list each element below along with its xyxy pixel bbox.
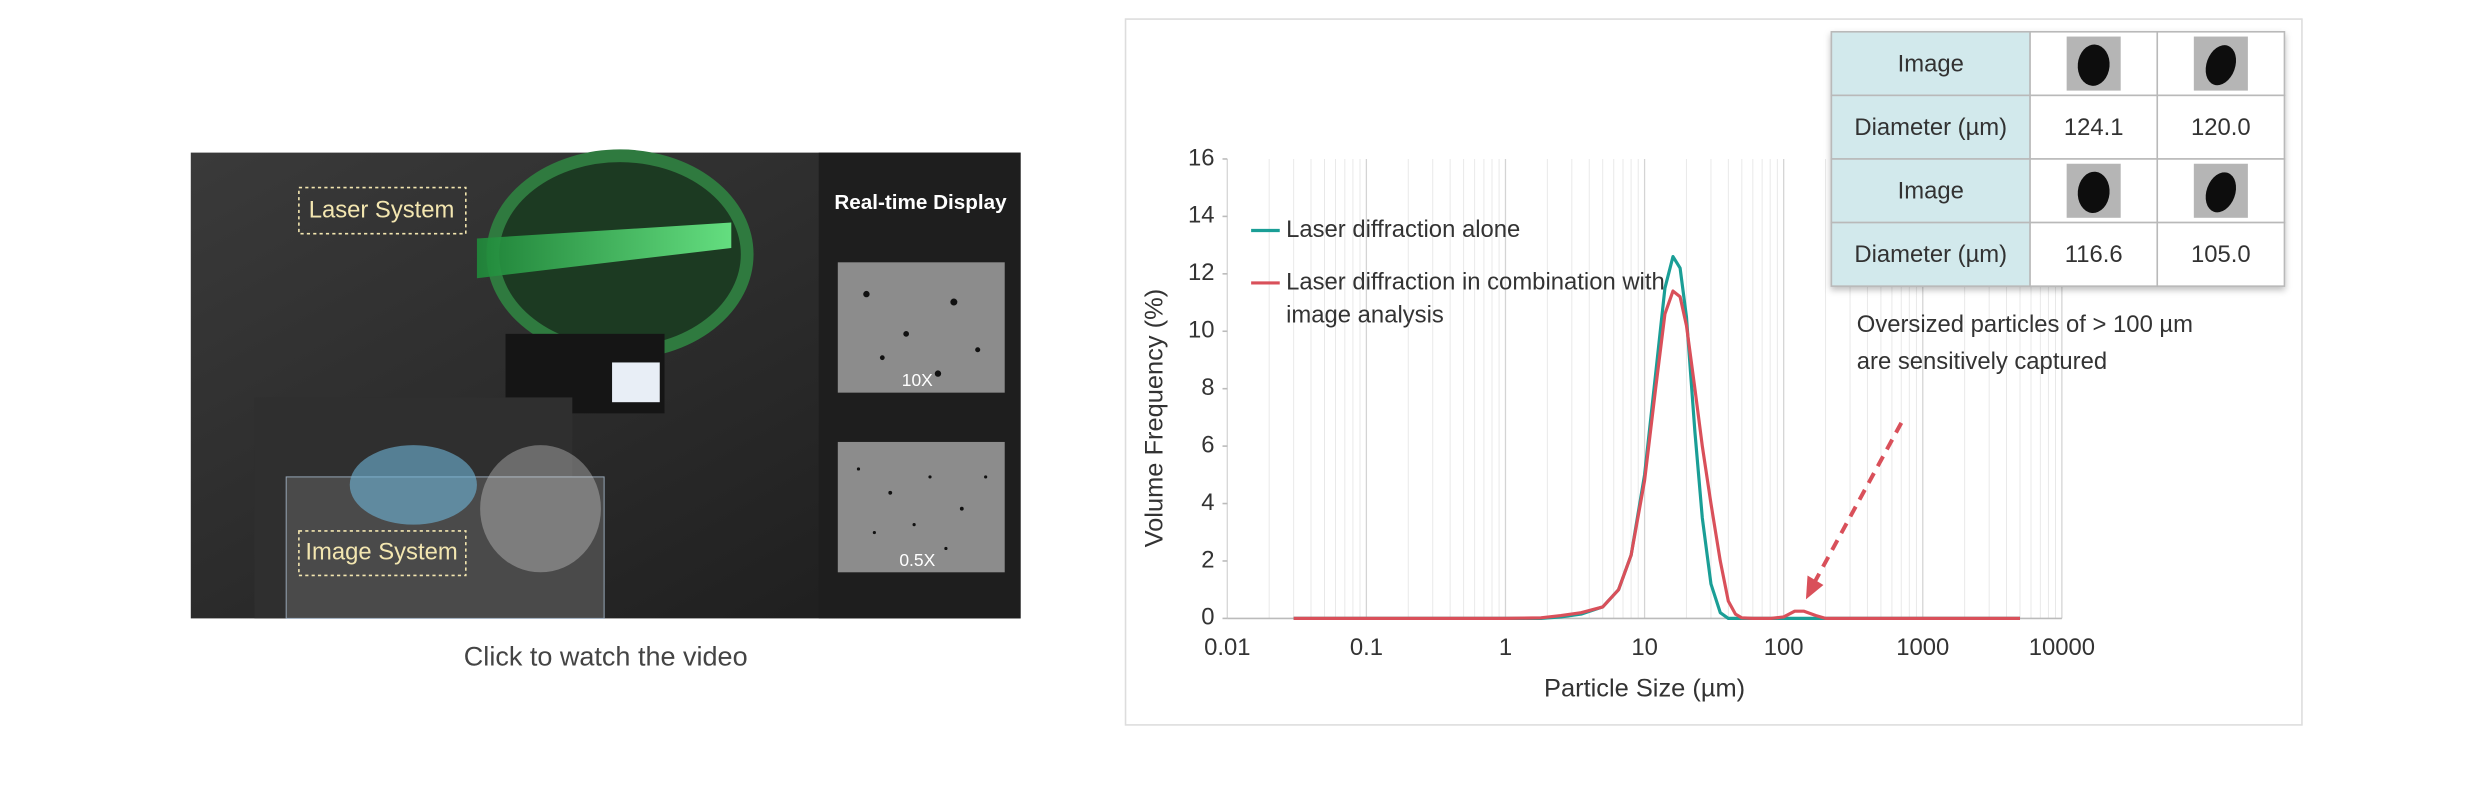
y-tick-label: 10 [1188, 317, 1215, 344]
table-cell [2156, 221, 2286, 287]
arrow-head [1805, 575, 1824, 600]
x-axis-title: Particle Size (µm) [1544, 675, 1745, 703]
legend-label: Laser diffraction in combination with im… [1286, 268, 1665, 330]
screen-part [612, 362, 660, 403]
particle [2077, 44, 2110, 86]
video-label: Image System [305, 539, 457, 566]
y-tick-label: 12 [1188, 259, 1215, 286]
label-box [298, 186, 467, 235]
table-text: 120.0 [2191, 114, 2251, 141]
table-text: 105.0 [2191, 241, 2251, 268]
table-cell [1830, 30, 2031, 97]
y-tick-label: 16 [1188, 144, 1215, 171]
legend-label: Laser diffraction alone [1286, 216, 1521, 244]
x-tick-label: 100 [1764, 634, 1804, 661]
table-cell [2029, 221, 2159, 287]
inset-table: Image Diameter (µm) 124.1 120.0 Image Diamete… [1830, 30, 2286, 287]
plot: 0.01 0.1 1 10 100 1000 10000 0 2 4 6 8 10 12 14 16 Parti… [1140, 144, 2193, 702]
y-tick-label: 4 [1201, 489, 1214, 516]
annotation: Oversized particles of > 100 µm [1857, 311, 2193, 338]
camera-lens [480, 445, 601, 573]
legend-entry: Laser diffraction alone [1286, 216, 1521, 244]
x-tick-label: 0.1 [1350, 634, 1383, 661]
particle [2205, 172, 2237, 213]
video-thumbnail[interactable]: Laser System Image System Real-time Disp… [190, 149, 1021, 619]
table-cell [2029, 94, 2159, 160]
x-tick-label: 10 [1631, 634, 1658, 661]
y-tick-label: 8 [1201, 374, 1214, 401]
magnification: 10X [902, 370, 933, 390]
particles [856, 290, 988, 551]
y-tick-label: 6 [1201, 431, 1214, 458]
table-text: Diameter (µm) [1854, 241, 2007, 268]
series-line [1293, 289, 2021, 620]
annotation: are sensitively captured [1857, 348, 2107, 375]
x-tick-label: 0.01 [1204, 634, 1250, 661]
particle [2077, 171, 2110, 213]
video-caption[interactable]: Click to watch the video [464, 641, 748, 671]
display-title: Real-time Display [834, 191, 1007, 214]
camera-lens [349, 445, 477, 525]
table-text: 124.1 [2064, 114, 2124, 141]
table-cell [2156, 94, 2286, 160]
y-tick-label: 14 [1188, 202, 1215, 229]
x-tick-label: 1000 [1896, 634, 1949, 661]
particle [2205, 45, 2237, 86]
y-axis-title: Volume Frequency (%) [1140, 289, 1168, 548]
x-tick-label: 10000 [2029, 634, 2095, 661]
x-tick-label: 1 [1499, 634, 1512, 661]
magnification: 0.5X [899, 550, 935, 570]
legend-entry: Laser diffraction in combination with im… [1286, 268, 1665, 330]
table-text: Image [1898, 178, 1964, 205]
video-label: Laser System [309, 197, 455, 224]
laser-beam [476, 222, 732, 279]
display-image [837, 262, 1005, 393]
y-tick-label: 0 [1201, 604, 1214, 631]
display-image [837, 441, 1005, 573]
table-text: Image [1898, 50, 1964, 77]
table-cell [1830, 221, 2031, 287]
label-box [298, 530, 467, 577]
y-tick-label: 2 [1201, 546, 1214, 573]
table-text: Diameter (µm) [1854, 114, 2007, 141]
table-text: 116.6 [2065, 241, 2123, 268]
